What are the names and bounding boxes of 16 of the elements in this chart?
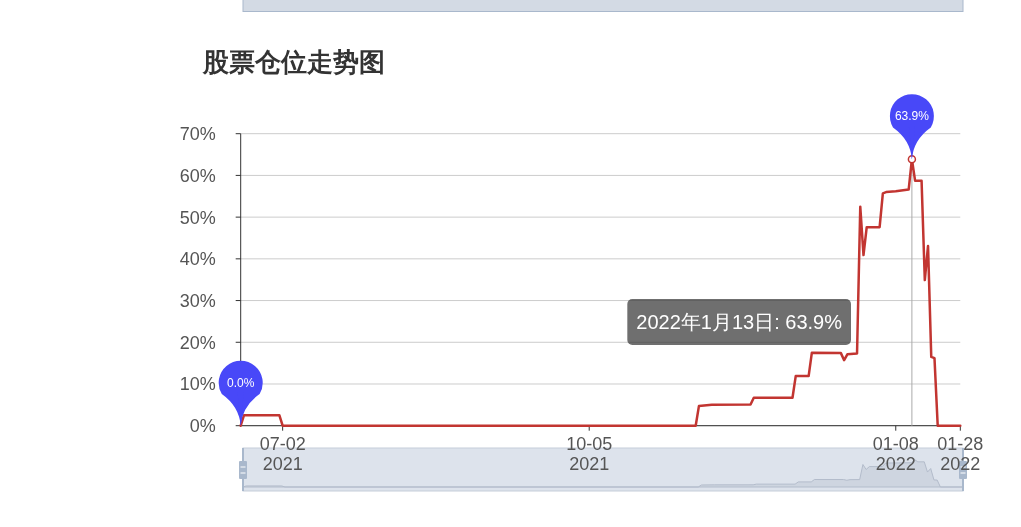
markpoint-label: 63.9% (894, 109, 929, 124)
title: 股票仓位走势图 (203, 47, 385, 77)
x-tick-label: 10-05 2021 (566, 433, 613, 474)
y-tick-label: 40% (179, 249, 216, 270)
y-tick-label: 30% (179, 291, 216, 312)
tooltip-text: 2022年1月13日: 63.9% (636, 311, 842, 333)
y-tick-label: 0% (189, 416, 216, 437)
markpoint-label: 0.0% (227, 375, 255, 390)
y-tick-label: 70% (179, 124, 216, 145)
x-tick-label: 01-28 2022 (937, 433, 984, 474)
y-tick-label: 50% (179, 207, 216, 228)
y-tick-label: 20% (179, 332, 216, 353)
y-tick-label: 10% (179, 374, 216, 395)
x-tick-label: 01-08 2022 (872, 433, 919, 474)
x-tick-label: 07-02 2021 (259, 433, 306, 474)
y-tick-label: 60% (179, 165, 216, 186)
